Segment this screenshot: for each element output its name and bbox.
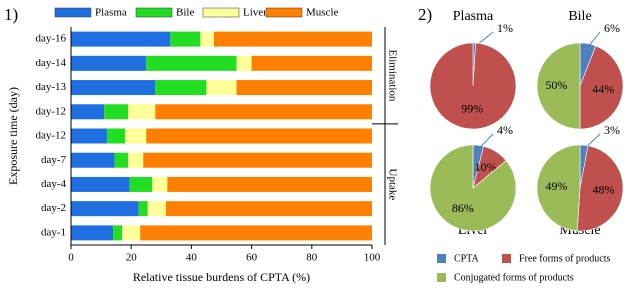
pie-value-label: 50% bbox=[545, 78, 567, 92]
panel-label: 1) bbox=[4, 5, 18, 24]
bar-segment bbox=[170, 31, 201, 47]
legend-swatch bbox=[502, 254, 511, 263]
legend-label: Muscle bbox=[306, 7, 339, 19]
bar-segment bbox=[71, 201, 139, 217]
legend-label: Liver bbox=[243, 7, 267, 19]
bar-segment bbox=[71, 128, 108, 144]
pie-value-label: 1% bbox=[497, 21, 513, 35]
x-tick-label: 60 bbox=[246, 252, 258, 264]
bar-segment bbox=[114, 152, 129, 168]
label-arrow bbox=[583, 133, 601, 150]
bar-segment bbox=[236, 80, 372, 96]
bar-segment bbox=[71, 104, 105, 120]
pie-slice bbox=[536, 42, 581, 130]
bar-segment bbox=[236, 55, 252, 71]
y-tick-label: day-4 bbox=[41, 178, 67, 190]
pie-value-label: 4% bbox=[497, 123, 513, 137]
y-tick-label: day-2 bbox=[41, 202, 66, 214]
bar-segment bbox=[167, 176, 372, 192]
bar-segment bbox=[206, 80, 237, 96]
bar-segment bbox=[200, 31, 214, 47]
bar-segment bbox=[146, 128, 372, 144]
x-tick-label: 40 bbox=[186, 252, 198, 264]
y-tick-label: day-12 bbox=[35, 105, 66, 117]
bar-segment bbox=[128, 152, 144, 168]
pie-slice bbox=[429, 42, 517, 130]
legend-swatch bbox=[265, 7, 303, 18]
group-label: Uptake bbox=[386, 169, 398, 201]
pie-value-label: 44% bbox=[592, 82, 614, 96]
pie-slice bbox=[576, 145, 624, 232]
bar-segment bbox=[125, 128, 147, 144]
label-arrow bbox=[586, 31, 601, 49]
y-tick-label: day-12 bbox=[35, 130, 66, 142]
legend-label: CPTA bbox=[454, 253, 480, 264]
y-tick-label: day-13 bbox=[35, 81, 66, 93]
bar-segment bbox=[155, 104, 372, 120]
bar-segment bbox=[107, 128, 126, 144]
bar-segment bbox=[71, 176, 130, 192]
pie-value-label: 3% bbox=[604, 123, 620, 137]
bar-segment bbox=[165, 201, 372, 217]
bar-segment bbox=[140, 225, 372, 241]
x-tick-label: 0 bbox=[68, 252, 74, 264]
bar-segment bbox=[71, 31, 171, 47]
x-axis-title: Relative tissue burdens of CPTA (%) bbox=[133, 270, 310, 284]
bar-segment bbox=[138, 201, 148, 217]
panel-label: 2) bbox=[418, 5, 432, 24]
pie-slice bbox=[536, 144, 581, 232]
bar-segment bbox=[113, 225, 123, 241]
bar-segment bbox=[71, 80, 156, 96]
legend-label: Free forms of products bbox=[519, 253, 610, 264]
y-tick-label: day-16 bbox=[35, 33, 66, 45]
label-arrow bbox=[477, 133, 494, 150]
x-tick-label: 100 bbox=[364, 252, 381, 264]
legend-swatch bbox=[437, 273, 446, 282]
y-tick-label: day-14 bbox=[35, 57, 66, 69]
legend-label: Bile bbox=[176, 7, 194, 19]
pie-value-label: 49% bbox=[545, 179, 567, 193]
pie-title: Plasma bbox=[453, 9, 494, 24]
bar-segment bbox=[71, 225, 114, 241]
y-tick-label: day-7 bbox=[41, 154, 67, 166]
y-axis-title: Exposure time (day) bbox=[6, 87, 20, 185]
legend-label: Conjugated forms of products bbox=[454, 272, 574, 283]
pie-slice bbox=[429, 144, 517, 232]
bar-segment bbox=[143, 152, 372, 168]
legend-swatch bbox=[135, 7, 173, 18]
bar-segment bbox=[152, 176, 168, 192]
pie-value-label: 6% bbox=[604, 21, 620, 35]
group-label: Elimination bbox=[386, 49, 398, 101]
pie-value-label: 86% bbox=[452, 201, 474, 215]
pie-value-label: 48% bbox=[592, 183, 614, 197]
legend-swatch bbox=[437, 254, 446, 263]
pie-slice bbox=[579, 45, 624, 130]
pie-value-label: 10% bbox=[475, 160, 497, 174]
bar-segment bbox=[71, 55, 147, 71]
bar-segment bbox=[155, 80, 207, 96]
bar-segment bbox=[147, 201, 166, 217]
bar-segment bbox=[146, 55, 237, 71]
bar-segment bbox=[71, 152, 115, 168]
bar-segment bbox=[251, 55, 372, 71]
bar-segment bbox=[128, 104, 156, 120]
x-tick-label: 80 bbox=[306, 252, 318, 264]
pie-value-label: 99% bbox=[461, 101, 483, 115]
x-tick-label: 20 bbox=[126, 252, 138, 264]
y-tick-label: day-1 bbox=[41, 226, 66, 238]
pie-title: Bile bbox=[568, 9, 591, 24]
legend-swatch bbox=[202, 7, 240, 18]
legend-swatch bbox=[54, 7, 92, 18]
legend-label: Plasma bbox=[95, 7, 127, 19]
bar-segment bbox=[213, 31, 372, 47]
bar-segment bbox=[104, 104, 129, 120]
bar-segment bbox=[129, 176, 153, 192]
bar-segment bbox=[122, 225, 141, 241]
